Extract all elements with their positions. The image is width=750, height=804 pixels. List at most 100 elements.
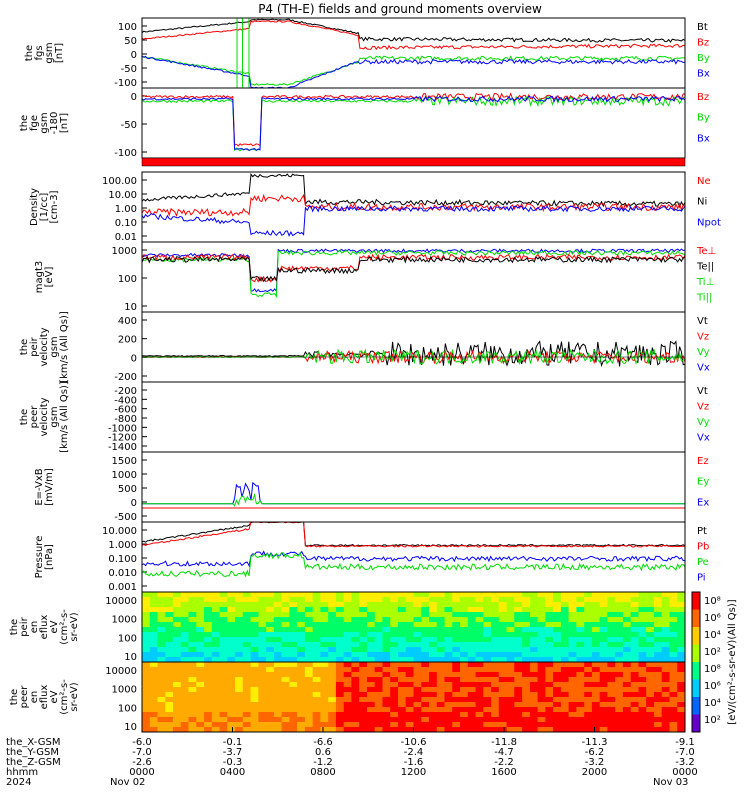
spectrogram-cell	[351, 617, 360, 623]
spectrogram-cell	[568, 657, 577, 663]
spectrogram-cell	[343, 632, 352, 638]
spectrogram-cell	[545, 622, 554, 628]
spectrogram-cell	[173, 592, 182, 598]
spectrogram-cell	[173, 637, 182, 643]
spectrogram-cell	[452, 692, 461, 698]
spectrogram-cell	[646, 642, 655, 648]
spectrogram-cell	[211, 647, 221, 653]
spectrogram-cell	[498, 707, 508, 713]
panel-ylabel: gsm	[49, 336, 60, 357]
spectrogram-cell	[281, 667, 290, 673]
spectrogram-cell	[188, 597, 197, 603]
spectrogram-cell	[630, 702, 639, 708]
spectrogram-cell	[491, 652, 500, 658]
spectrogram-cell	[467, 647, 477, 653]
spectrogram-cell	[630, 727, 639, 733]
spectrogram-cell	[514, 717, 523, 723]
spectrogram-cell	[304, 687, 314, 693]
spectrogram-cell	[219, 722, 228, 728]
spectrogram-cell	[149, 647, 159, 653]
spectrogram-cell	[211, 717, 221, 723]
y-tick-label: -600	[114, 405, 137, 416]
spectrogram-cell	[607, 672, 616, 678]
spectrogram-cell	[436, 612, 446, 618]
spectrogram-cell	[599, 712, 608, 718]
spectrogram-cell	[615, 622, 624, 628]
spectrogram-cell	[258, 727, 267, 733]
spectrogram-cell	[584, 647, 593, 653]
spectrogram-cell	[553, 687, 562, 693]
spectrogram-cell	[312, 617, 321, 623]
spectrogram-cell	[467, 632, 477, 638]
spectrogram-cell	[204, 657, 213, 663]
spectrogram-cell	[351, 687, 360, 693]
spectrogram-cell	[398, 712, 407, 718]
panel-ylabel: the	[19, 339, 30, 355]
spectrogram-cell	[460, 672, 469, 678]
spectrogram-cell	[211, 642, 221, 648]
spectrogram-cell	[235, 672, 244, 678]
spectrogram-cell	[250, 682, 259, 688]
spectrogram-cell	[421, 722, 430, 728]
spectrogram-cell	[320, 602, 329, 608]
spectrogram-cell	[405, 622, 414, 628]
spectrogram-cell	[553, 602, 562, 608]
spectrogram-cell	[328, 632, 337, 638]
spectrogram-cell	[638, 677, 647, 683]
spectrogram-cell	[250, 672, 259, 678]
spectrogram-cell	[165, 647, 174, 653]
spectrogram-cell	[173, 617, 182, 623]
spectrogram-cell	[607, 597, 616, 603]
spectrogram-cell	[304, 622, 314, 628]
spectrogram-cell	[560, 602, 570, 608]
spectrogram-cell	[374, 632, 383, 638]
spectrogram-cell	[165, 602, 174, 608]
y-tick-label: 100	[118, 703, 137, 714]
spectrogram-cell	[390, 612, 399, 618]
spectrogram-cell	[173, 692, 182, 698]
spectrogram-cell	[646, 617, 655, 623]
spectrogram-cell	[173, 682, 182, 688]
spectrogram-cell	[498, 692, 508, 698]
spectrogram-cell	[514, 617, 523, 623]
spectrogram-cell	[599, 632, 608, 638]
spectrogram-cell	[436, 687, 446, 693]
spectrogram-cell	[320, 642, 329, 648]
spectrogram-cell	[351, 717, 360, 723]
spectrogram-cell	[227, 722, 236, 728]
spectrogram-cell	[654, 682, 663, 688]
spectrogram-cell	[483, 667, 492, 673]
spectrogram-cell	[599, 697, 608, 703]
spectrogram-cell	[537, 682, 546, 688]
spectrogram-cell	[529, 652, 539, 658]
spectrogram-cell	[196, 702, 205, 708]
spectrogram-cell	[250, 632, 259, 638]
spectrogram-cell	[646, 727, 655, 733]
spectrogram-cell	[343, 622, 352, 628]
spectrogram-cell	[359, 652, 368, 658]
panel-ylabel: sr-eV)	[69, 612, 80, 641]
spectrogram-cell	[429, 617, 438, 623]
spectrogram-cell	[351, 702, 360, 708]
spectrogram-cell	[677, 692, 686, 698]
spectrogram-cell	[258, 632, 267, 638]
spectrogram-cell	[607, 652, 616, 658]
xaxis-value: -9.1	[675, 737, 695, 748]
spectrogram-cell	[297, 707, 306, 713]
spectrogram-cell	[374, 687, 383, 693]
spectrogram-cell	[599, 682, 608, 688]
spectrogram-cell	[180, 682, 190, 688]
spectrogram-cell	[173, 662, 182, 668]
spectrogram-cell	[568, 687, 577, 693]
spectrogram-cell	[452, 637, 461, 643]
spectrogram-cell	[297, 622, 306, 628]
spectrogram-cell	[553, 607, 562, 613]
spectrogram-cell	[312, 717, 321, 723]
spectrogram-cell	[335, 592, 345, 598]
spectrogram-cell	[506, 617, 515, 623]
spectrogram-cell	[328, 717, 337, 723]
spectrogram-cell	[173, 652, 182, 658]
spectrogram-cell	[297, 697, 306, 703]
spectrogram-cell	[522, 612, 531, 618]
spectrogram-cell	[576, 642, 585, 648]
